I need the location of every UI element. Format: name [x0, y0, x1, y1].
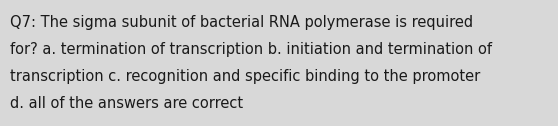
Text: Q7: The sigma subunit of bacterial RNA polymerase is required: Q7: The sigma subunit of bacterial RNA p…: [10, 15, 473, 30]
Text: d. all of the answers are correct: d. all of the answers are correct: [10, 96, 243, 111]
Text: transcription c. recognition and specific binding to the promoter: transcription c. recognition and specifi…: [10, 69, 480, 84]
Text: for? a. termination of transcription b. initiation and termination of: for? a. termination of transcription b. …: [10, 42, 492, 57]
